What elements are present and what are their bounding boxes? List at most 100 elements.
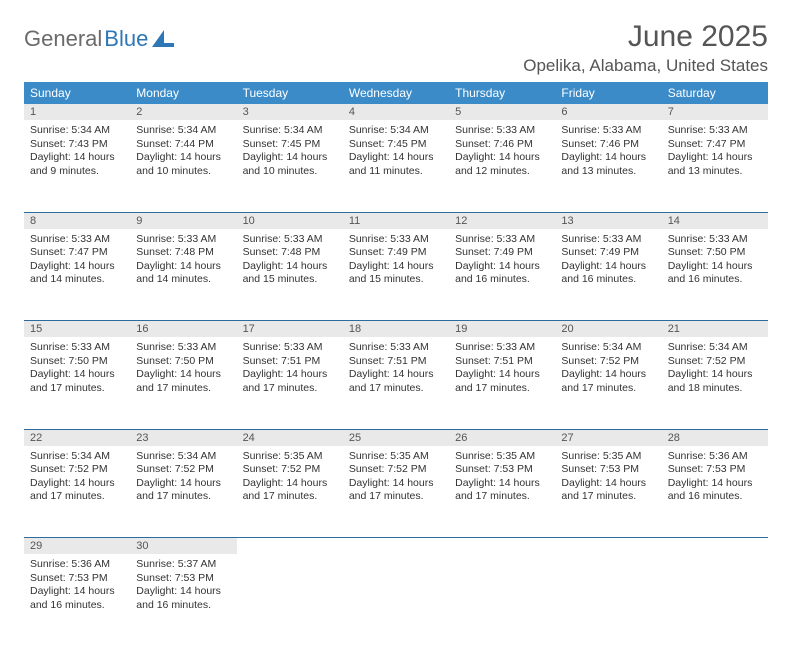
day-number: 24 <box>237 430 343 446</box>
daylight-text-2: and 17 minutes. <box>30 382 124 396</box>
daylight-text-2: and 13 minutes. <box>668 165 762 179</box>
daynum-cell: 26 <box>449 429 555 446</box>
daynum-cell: 30 <box>130 538 236 555</box>
sunset-text: Sunset: 7:50 PM <box>30 355 124 369</box>
logo: GeneralBlue <box>24 20 174 52</box>
sunrise-text: Sunrise: 5:33 AM <box>455 233 549 247</box>
day-content: Sunrise: 5:33 AMSunset: 7:49 PMDaylight:… <box>449 229 555 294</box>
daynum-cell: 16 <box>130 321 236 338</box>
sunrise-text: Sunrise: 5:33 AM <box>455 124 549 138</box>
daylight-text-2: and 18 minutes. <box>668 382 762 396</box>
day-number: 23 <box>130 430 236 446</box>
daylight-text-2: and 16 minutes. <box>668 490 762 504</box>
sunrise-text: Sunrise: 5:36 AM <box>30 558 124 572</box>
sunrise-text: Sunrise: 5:34 AM <box>349 124 443 138</box>
daynum-cell: 7 <box>662 104 768 120</box>
day-cell <box>555 554 661 646</box>
day-number: 9 <box>130 213 236 229</box>
day-content: Sunrise: 5:33 AMSunset: 7:51 PMDaylight:… <box>343 337 449 402</box>
sunrise-text: Sunrise: 5:33 AM <box>455 341 549 355</box>
day-number: 12 <box>449 213 555 229</box>
day-content: Sunrise: 5:33 AMSunset: 7:48 PMDaylight:… <box>237 229 343 294</box>
day-content: Sunrise: 5:35 AMSunset: 7:53 PMDaylight:… <box>449 446 555 511</box>
sunrise-text: Sunrise: 5:33 AM <box>243 341 337 355</box>
day-cell: Sunrise: 5:33 AMSunset: 7:51 PMDaylight:… <box>343 337 449 429</box>
day-content: Sunrise: 5:33 AMSunset: 7:50 PMDaylight:… <box>130 337 236 402</box>
day-number: 19 <box>449 321 555 337</box>
day-cell: Sunrise: 5:34 AMSunset: 7:43 PMDaylight:… <box>24 120 130 212</box>
sunset-text: Sunset: 7:46 PM <box>561 138 655 152</box>
daylight-text-2: and 13 minutes. <box>561 165 655 179</box>
daynum-cell: 17 <box>237 321 343 338</box>
day-number: 14 <box>662 213 768 229</box>
daylight-text-2: and 17 minutes. <box>561 490 655 504</box>
daylight-text-2: and 14 minutes. <box>136 273 230 287</box>
daynum-cell: 19 <box>449 321 555 338</box>
day-cell: Sunrise: 5:36 AMSunset: 7:53 PMDaylight:… <box>24 554 130 646</box>
day-number: 27 <box>555 430 661 446</box>
daynum-cell: 12 <box>449 212 555 229</box>
day-content: Sunrise: 5:35 AMSunset: 7:53 PMDaylight:… <box>555 446 661 511</box>
day-content: Sunrise: 5:33 AMSunset: 7:47 PMDaylight:… <box>662 120 768 185</box>
sunrise-text: Sunrise: 5:34 AM <box>243 124 337 138</box>
daynum-cell: 8 <box>24 212 130 229</box>
day-number: 17 <box>237 321 343 337</box>
day-header: Saturday <box>662 82 768 104</box>
sunrise-text: Sunrise: 5:36 AM <box>668 450 762 464</box>
daynum-cell: 9 <box>130 212 236 229</box>
title-month: June 2025 <box>523 20 768 54</box>
day-content: Sunrise: 5:36 AMSunset: 7:53 PMDaylight:… <box>24 554 130 619</box>
day-number: 3 <box>237 104 343 120</box>
day-header-row: Sunday Monday Tuesday Wednesday Thursday… <box>24 82 768 104</box>
daylight-text-2: and 16 minutes. <box>455 273 549 287</box>
day-number: 29 <box>24 538 130 554</box>
sunrise-text: Sunrise: 5:33 AM <box>136 233 230 247</box>
sunrise-text: Sunrise: 5:35 AM <box>455 450 549 464</box>
day-cell: Sunrise: 5:33 AMSunset: 7:51 PMDaylight:… <box>449 337 555 429</box>
day-cell: Sunrise: 5:36 AMSunset: 7:53 PMDaylight:… <box>662 446 768 538</box>
day-cell: Sunrise: 5:34 AMSunset: 7:45 PMDaylight:… <box>343 120 449 212</box>
sunrise-text: Sunrise: 5:34 AM <box>136 450 230 464</box>
day-content: Sunrise: 5:34 AMSunset: 7:44 PMDaylight:… <box>130 120 236 185</box>
day-cell: Sunrise: 5:33 AMSunset: 7:50 PMDaylight:… <box>24 337 130 429</box>
daylight-text-2: and 17 minutes. <box>136 490 230 504</box>
day-cell: Sunrise: 5:34 AMSunset: 7:52 PMDaylight:… <box>662 337 768 429</box>
daylight-text-2: and 17 minutes. <box>243 490 337 504</box>
day-header: Monday <box>130 82 236 104</box>
sunset-text: Sunset: 7:52 PM <box>668 355 762 369</box>
daynum-cell <box>237 538 343 555</box>
day-number: 1 <box>24 104 130 120</box>
sunset-text: Sunset: 7:49 PM <box>455 246 549 260</box>
sunrise-text: Sunrise: 5:33 AM <box>561 233 655 247</box>
daylight-text-2: and 17 minutes. <box>349 490 443 504</box>
daylight-text-1: Daylight: 14 hours <box>455 368 549 382</box>
daynum-cell: 11 <box>343 212 449 229</box>
day-cell: Sunrise: 5:34 AMSunset: 7:52 PMDaylight:… <box>130 446 236 538</box>
day-content: Sunrise: 5:35 AMSunset: 7:52 PMDaylight:… <box>343 446 449 511</box>
header: GeneralBlue June 2025 Opelika, Alabama, … <box>24 20 768 76</box>
sunset-text: Sunset: 7:50 PM <box>668 246 762 260</box>
day-cell: Sunrise: 5:37 AMSunset: 7:53 PMDaylight:… <box>130 554 236 646</box>
day-cell: Sunrise: 5:35 AMSunset: 7:52 PMDaylight:… <box>237 446 343 538</box>
sunset-text: Sunset: 7:53 PM <box>668 463 762 477</box>
day-cell: Sunrise: 5:33 AMSunset: 7:46 PMDaylight:… <box>555 120 661 212</box>
sunrise-text: Sunrise: 5:33 AM <box>30 233 124 247</box>
daynum-cell: 18 <box>343 321 449 338</box>
daylight-text-2: and 14 minutes. <box>30 273 124 287</box>
daynum-row: 891011121314 <box>24 212 768 229</box>
sunset-text: Sunset: 7:43 PM <box>30 138 124 152</box>
daylight-text-1: Daylight: 14 hours <box>243 260 337 274</box>
day-cell <box>237 554 343 646</box>
daynum-cell: 21 <box>662 321 768 338</box>
day-content: Sunrise: 5:33 AMSunset: 7:49 PMDaylight:… <box>343 229 449 294</box>
day-content: Sunrise: 5:33 AMSunset: 7:51 PMDaylight:… <box>237 337 343 402</box>
day-cell: Sunrise: 5:33 AMSunset: 7:48 PMDaylight:… <box>130 229 236 321</box>
daylight-text-2: and 11 minutes. <box>349 165 443 179</box>
sunrise-text: Sunrise: 5:34 AM <box>30 450 124 464</box>
daylight-text-1: Daylight: 14 hours <box>455 151 549 165</box>
day-header: Friday <box>555 82 661 104</box>
sunset-text: Sunset: 7:45 PM <box>243 138 337 152</box>
daylight-text-1: Daylight: 14 hours <box>30 585 124 599</box>
daynum-cell: 27 <box>555 429 661 446</box>
sunrise-text: Sunrise: 5:33 AM <box>668 124 762 138</box>
